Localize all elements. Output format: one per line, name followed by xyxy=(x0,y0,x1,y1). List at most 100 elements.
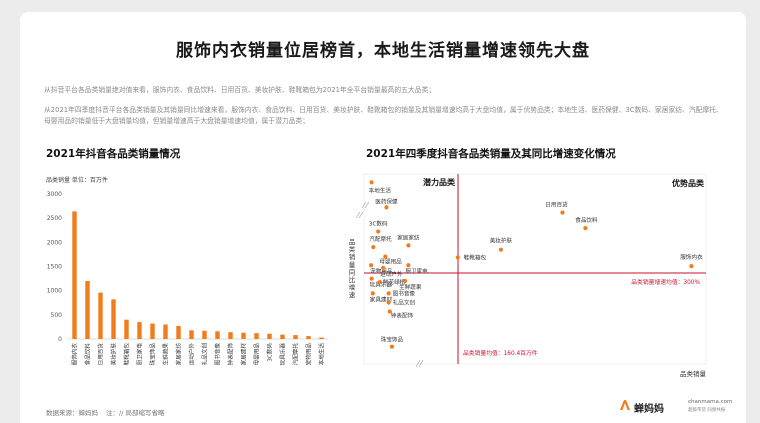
scatter-point xyxy=(368,263,374,268)
scatter-point xyxy=(377,279,382,285)
quadrant-label-potential: 潜力品类 xyxy=(423,177,455,187)
bar-category-label: 食品饮料 xyxy=(84,343,92,366)
scatter-point-label: 美妆护肤 xyxy=(490,237,513,245)
scatter-point xyxy=(406,243,411,248)
description-2: 从2021年四季度抖音平台各品类销量及其销量同比增速来看，服饰内衣、食品饮料、日… xyxy=(44,106,723,125)
bar xyxy=(150,323,155,339)
scatter-point-label: 运动户外 xyxy=(380,270,403,278)
brand-tagline: 超级带货 同频共振 xyxy=(688,408,726,413)
bar-category-label: 钟表配饰 xyxy=(227,343,235,366)
bar-category-label: 3C数码 xyxy=(266,343,274,362)
bar xyxy=(124,319,129,339)
scatter-point xyxy=(370,291,375,296)
page-title: 服饰内衣销量位居榜首，本地生活销量增速领先大盘 xyxy=(176,41,590,61)
bar-category-label: 礼品文创 xyxy=(201,343,209,366)
bar-category-label: 日用百货 xyxy=(97,343,105,366)
bar-y-tick-label: 2000 xyxy=(47,239,62,246)
brand-logo-icon xyxy=(620,400,630,410)
bar xyxy=(293,335,298,339)
description-1: 从抖音平台各品类销量绝对值来看，服饰内衣、食品饮料、日用百货、美妆护肤、鞋靴箱包… xyxy=(44,86,436,94)
scatter-point xyxy=(689,263,694,269)
bar xyxy=(241,332,246,339)
scatter-point xyxy=(389,344,395,349)
scatter-point-label: 珠宝饰品 xyxy=(381,336,404,344)
footer-note: 注：// 局部缩写省略 xyxy=(106,409,165,417)
bar-category-label: 母婴用品 xyxy=(254,343,261,366)
bar-y-tick-label: 1000 xyxy=(47,288,62,295)
quadrant-label-advantage: 优势品类 xyxy=(672,178,704,188)
y-axis-break-mark xyxy=(361,201,370,209)
x-axis-break-mark xyxy=(415,359,424,368)
bar xyxy=(228,332,233,339)
scatter-point-label: 厨卫家电 xyxy=(405,267,428,275)
bar-category-label: 图书音像 xyxy=(214,343,222,366)
bar-category-label: 生鲜蔬果 xyxy=(162,343,170,366)
bar xyxy=(176,325,181,339)
y-axis-break-mark xyxy=(355,211,364,219)
bar xyxy=(319,337,324,339)
bar-category-label: 美妆护肤 xyxy=(110,343,118,366)
bar-category-label: 厨卫家电 xyxy=(136,343,144,366)
scatter-point xyxy=(386,300,391,305)
scatter-point xyxy=(386,291,391,296)
scatter-point xyxy=(403,278,408,284)
scatter-point xyxy=(583,225,588,231)
scatter-point xyxy=(406,263,411,268)
scatter-point-label: 鞋靴箱包 xyxy=(464,253,487,261)
bar-category-label: 玩具乐器 xyxy=(280,343,287,366)
bar xyxy=(215,331,220,339)
bar-category-label: 鞋靴箱包 xyxy=(123,343,131,366)
bar xyxy=(72,211,77,339)
footer-source: 数据来源：蝉妈妈 xyxy=(46,409,98,417)
scatter-point-label: 服饰内衣 xyxy=(680,253,703,261)
scatter-chart-title: 2021年四季度抖音各品类销量及其同比增速变化情况 xyxy=(366,148,616,160)
scatter-point-label: 日用百货 xyxy=(545,201,568,209)
bar-chart-title: 2021年抖音各品类销量情况 xyxy=(46,148,181,160)
scatter-point-label: 礼品文创 xyxy=(393,298,416,306)
scatter-point-label: 食品饮料 xyxy=(575,216,598,224)
bar-category-label: 宠物用品 xyxy=(305,343,313,366)
bar xyxy=(189,330,194,339)
footer: 数据来源：蝉妈妈 注：// 局部缩写省略 xyxy=(46,407,164,417)
scatter-point-label: 母婴用品 xyxy=(379,259,402,266)
bar-y-tick-label: 3000 xyxy=(47,191,62,198)
scatter-point xyxy=(376,229,381,234)
bar-y-tick-label: 500 xyxy=(51,312,63,319)
scatter-point-label: 玩具乐器 xyxy=(370,282,393,289)
bar xyxy=(98,292,103,339)
bar-category-label: 本地生活 xyxy=(318,343,326,366)
bar-category-label: 汽配摩托 xyxy=(292,343,300,366)
scatter-point xyxy=(560,210,565,215)
scatter-y-axis-label: 品类销量同比增速 xyxy=(349,238,356,299)
scatter-x-axis-label: 品类销量 xyxy=(680,369,707,378)
scatter-point xyxy=(381,265,386,270)
bar-y-tick-label: 2500 xyxy=(47,215,62,222)
scatter-point xyxy=(371,244,376,250)
scatter-point xyxy=(369,276,374,281)
scatter-point xyxy=(384,205,389,210)
scatter-point-label: 医药保健 xyxy=(375,197,398,205)
scatter-point xyxy=(498,247,504,252)
bar xyxy=(111,299,116,339)
scatter-point-label: 钟表配饰 xyxy=(391,312,414,320)
bar-category-label: 家居建材 xyxy=(240,343,248,366)
bar-y-tick-label: 1500 xyxy=(47,264,62,271)
bar-category-label: 家居家纺 xyxy=(175,343,183,366)
report-card: 服饰内衣销量位居榜首，本地生活销量增速领先大盘 从抖音平台各品类销量绝对值来看，… xyxy=(20,12,746,423)
scatter-point-label: 家居家纺 xyxy=(397,233,420,241)
scatter-point-label: 宠物用品 xyxy=(370,267,393,275)
bar xyxy=(280,334,285,339)
scatter-point xyxy=(455,255,460,260)
scatter-point xyxy=(383,254,388,259)
scatter-point-label: 家具建材 xyxy=(370,295,393,303)
scatter-point-label: 本地生活 xyxy=(369,186,392,194)
bar xyxy=(85,281,90,339)
bar xyxy=(202,330,207,339)
bar-category-label: 运动户外 xyxy=(188,343,196,366)
bar-category-label: 珠宝饰品 xyxy=(149,343,157,366)
scatter-point-label: 图书音像 xyxy=(393,289,416,297)
brand-name: 蝉妈妈 xyxy=(634,404,664,415)
bar xyxy=(254,333,259,339)
